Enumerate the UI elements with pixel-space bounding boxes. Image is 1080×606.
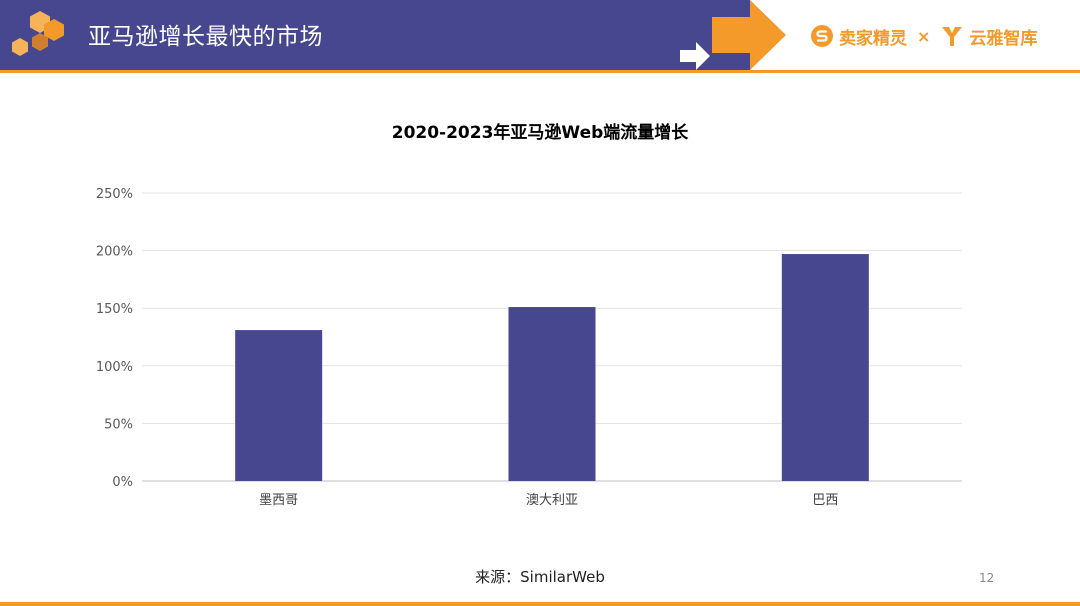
x-tick-label: 澳大利亚 <box>526 492 578 508</box>
bar-3 <box>781 254 869 481</box>
brand-name-yunya: 云雅智库 <box>969 28 1038 49</box>
footer-divider <box>0 602 1080 606</box>
y-logo-icon <box>942 27 963 46</box>
x-tick-label: 巴西 <box>812 493 838 508</box>
arrow-graphic <box>680 0 786 70</box>
hexagon-logo-icon <box>12 11 64 56</box>
page-number: 12 <box>979 571 995 585</box>
x-tick-label: 墨西哥 <box>259 493 298 508</box>
y-tick-label: 100% <box>96 360 133 375</box>
source-note: 来源：SimilarWeb <box>475 568 605 586</box>
header-band <box>0 0 750 70</box>
brand-separator: × <box>917 26 931 46</box>
brand-area: 卖家精灵 × 云雅智库 <box>810 20 1037 52</box>
y-tick-label: 150% <box>96 302 133 317</box>
y-tick-label: 200% <box>96 245 133 260</box>
y-tick-label: 0% <box>112 475 133 490</box>
s-logo-icon <box>811 25 833 47</box>
bar-2 <box>508 307 596 481</box>
y-tick-label: 250% <box>96 187 133 202</box>
chart-title: 2020-2023年亚马逊Web端流量增长 <box>391 123 689 143</box>
brand-name-sellersprite: 卖家精灵 <box>839 28 907 49</box>
y-tick-label: 50% <box>104 417 133 432</box>
bar-1 <box>235 330 323 481</box>
header-divider <box>0 70 1080 73</box>
page-title: 亚马逊增长最快的市场 <box>88 24 323 50</box>
